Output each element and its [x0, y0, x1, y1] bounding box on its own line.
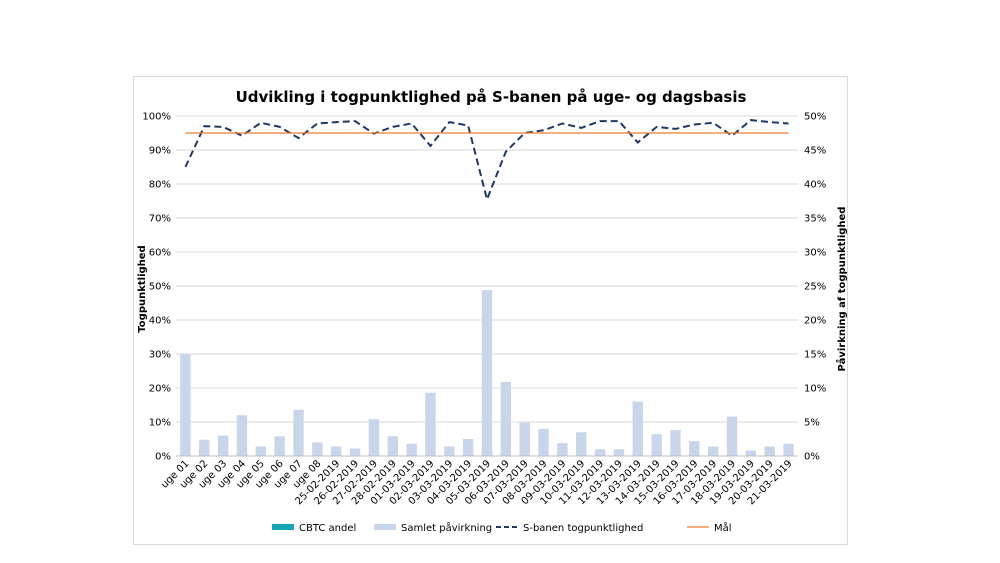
bar-samlet-p-virkning [199, 439, 210, 456]
y-tick-label-right: 20% [804, 316, 826, 327]
bar-samlet-p-virkning [689, 441, 700, 456]
y-tick-label-left: 50% [149, 282, 171, 293]
bar-samlet-p-virkning [745, 450, 757, 456]
bar-samlet-p-virkning [293, 409, 304, 456]
bar-samlet-p-virkning [236, 415, 248, 456]
legend-swatch-cbtc-andel [272, 524, 294, 530]
bar-samlet-p-virkning [651, 434, 662, 456]
bar-samlet-p-virkning [180, 354, 191, 456]
chart-title: Udvikling i togpunktlighed på S-banen på… [236, 88, 747, 106]
y-tick-label-left: 70% [149, 214, 171, 225]
bar-samlet-p-virkning [613, 449, 625, 456]
bar-samlet-p-virkning [217, 435, 229, 456]
bar-samlet-p-virkning [368, 419, 380, 456]
bar-samlet-p-virkning [670, 430, 681, 456]
bar-samlet-p-virkning [576, 432, 587, 456]
bar-samlet-p-virkning [425, 392, 436, 456]
y-tick-label-right: 15% [804, 350, 826, 361]
y-tick-label-left: 60% [149, 248, 171, 259]
y-tick-label-right: 25% [804, 282, 826, 293]
y-tick-label-left: 40% [149, 316, 171, 327]
y-tick-label-right: 35% [804, 214, 826, 225]
y-tick-label-left: 0% [155, 452, 171, 463]
legend-swatch-samlet-p-virkning [374, 524, 396, 530]
bar-samlet-p-virkning [255, 446, 267, 456]
y-tick-label-left: 10% [149, 418, 171, 429]
legend: CBTC andel Samlet påvirkning S-banen togpu… [272, 521, 732, 534]
line-s-banen-togpunktlighed [184, 119, 789, 203]
bar-samlet-p-virkning [538, 428, 549, 456]
y-tick-label-right: 10% [804, 384, 826, 395]
y-axis-right: 0% 5% 10% 15% 20% 25% 30% 35% 40% 45% 50% [804, 112, 826, 463]
y-tick-label-right: 45% [804, 146, 826, 157]
bar-samlet-p-virkning [349, 448, 361, 456]
bar-samlet-p-virkning [764, 446, 775, 456]
bar-samlet-p-virkning [707, 446, 719, 456]
chart-svg: Udvikling i togpunktlighed på S-banen på… [137, 88, 848, 534]
bar-samlet-p-virkning [444, 446, 455, 456]
y-tick-label-left: 100% [142, 112, 171, 123]
legend-label-m-l: Mål [714, 521, 732, 534]
y-tick-label-left: 90% [149, 146, 171, 157]
y-axis-title-left: Togpunktlighed [137, 245, 148, 332]
y-tick-label-right: 30% [804, 248, 826, 259]
y-tick-label-left: 30% [149, 350, 171, 361]
bar-samlet-p-virkning [406, 443, 417, 456]
y-axis-left: 0% 10% 20% 30% 40% 50% 60% 70% 80% 90% 100% [142, 112, 171, 463]
bar-samlet-p-virkning [726, 416, 738, 456]
bar-samlet-p-virkning [481, 290, 493, 456]
bars-layer [180, 290, 794, 456]
bar-samlet-p-virkning [783, 443, 794, 456]
bar-samlet-p-virkning [594, 449, 606, 456]
bar-samlet-p-virkning [387, 436, 398, 456]
legend-label-cbtc-andel: CBTC andel [299, 523, 356, 534]
bar-samlet-p-virkning [519, 422, 530, 456]
y-tick-label-right: 50% [804, 112, 826, 123]
y-tick-label-left: 80% [149, 180, 171, 191]
y-tick-label-left: 20% [149, 384, 171, 395]
bar-samlet-p-virkning [500, 381, 512, 456]
bar-samlet-p-virkning [557, 443, 568, 456]
y-tick-label-right: 5% [804, 418, 820, 429]
bar-samlet-p-virkning [632, 401, 643, 456]
y-axis-title-right: Påvirkning af togpunktlighed [835, 207, 848, 372]
chart-frame: Udvikling i togpunktlighed på S-banen på… [133, 76, 848, 545]
bar-samlet-p-virkning [462, 439, 474, 456]
lines-layer [184, 119, 789, 203]
bar-samlet-p-virkning [312, 442, 323, 456]
bar-samlet-p-virkning [274, 436, 285, 456]
bar-samlet-p-virkning [331, 446, 342, 456]
legend-label-samlet-p-virkning: Samlet påvirkning [401, 521, 492, 534]
y-tick-label-right: 0% [804, 452, 820, 463]
legend-label-s-banen-togpunktlighed: S-banen togpunktlighed [523, 523, 643, 534]
y-tick-label-right: 40% [804, 180, 826, 191]
